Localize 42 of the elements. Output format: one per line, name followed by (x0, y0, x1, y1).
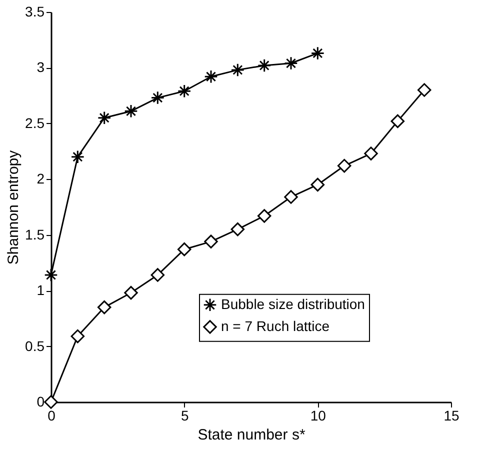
y-tick-label: 3 (36, 59, 45, 76)
y-axis-title: Shannon entropy (5, 150, 22, 265)
point (337, 158, 352, 173)
y-tick-label: 3.5 (25, 4, 45, 20)
point (44, 395, 58, 409)
point (70, 329, 85, 344)
point (97, 300, 112, 314)
point (257, 58, 272, 72)
y-tick-label: 2.5 (25, 114, 45, 131)
point (97, 110, 112, 125)
x-tick-label: 15 (444, 408, 460, 424)
point (44, 268, 58, 282)
point (124, 104, 138, 118)
x-tick-label: 0 (48, 408, 56, 424)
point (150, 90, 165, 105)
y-tick-label: 1 (36, 282, 45, 298)
point (310, 178, 325, 192)
point (284, 190, 298, 204)
point (204, 70, 218, 84)
y-tick-label: 2 (36, 170, 45, 187)
x-tick-label: 5 (180, 408, 189, 424)
point (390, 114, 405, 128)
point (177, 242, 192, 256)
x-tick-label: 10 (310, 408, 326, 424)
point (364, 146, 378, 160)
legend-label: n = 7 Ruch lattice (221, 318, 330, 334)
point (70, 150, 85, 164)
x-axis-title: State number s* (198, 426, 306, 444)
y-tick-label: 1.5 (25, 226, 45, 242)
point (150, 268, 165, 282)
y-tick-label: 0.5 (25, 338, 45, 354)
point (284, 56, 298, 70)
point (257, 209, 272, 223)
legend-label: Bubble size distribution (221, 296, 365, 312)
point (124, 286, 138, 300)
point (177, 84, 192, 98)
point (310, 46, 325, 60)
y-tick-label: 0 (36, 394, 45, 410)
point (230, 222, 245, 236)
point (230, 63, 245, 77)
point (417, 83, 432, 97)
point (204, 234, 218, 248)
